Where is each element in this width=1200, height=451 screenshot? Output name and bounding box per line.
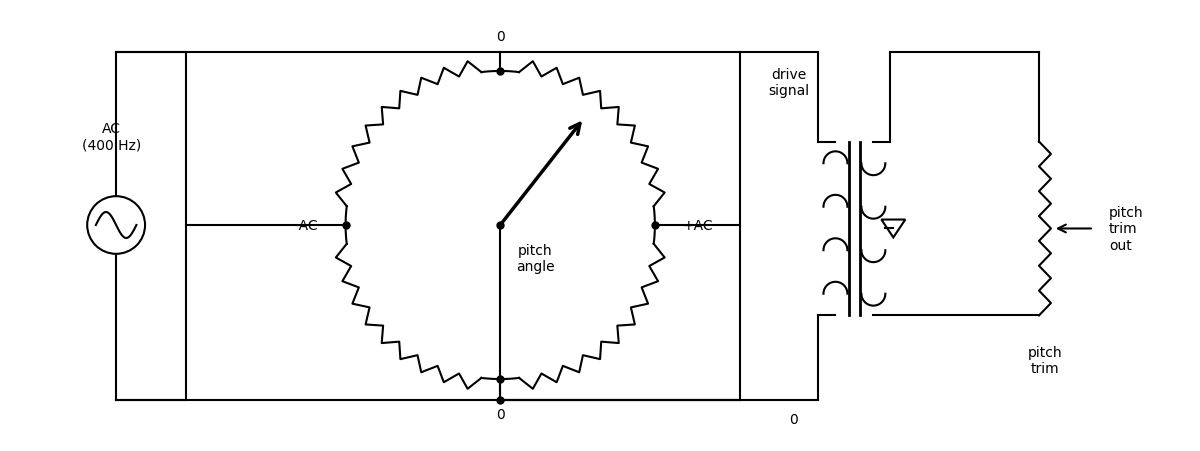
Text: pitch
trim
out: pitch trim out <box>1109 206 1144 252</box>
Text: drive
signal: drive signal <box>768 68 810 98</box>
Text: 0: 0 <box>496 407 505 421</box>
Text: pitch
angle: pitch angle <box>516 244 554 273</box>
Text: 0: 0 <box>790 412 798 426</box>
Text: +AC: +AC <box>683 219 714 232</box>
Text: AC
(400 Hz): AC (400 Hz) <box>82 122 140 152</box>
Text: -AC: -AC <box>294 219 318 232</box>
Text: pitch
trim: pitch trim <box>1027 345 1062 376</box>
Text: 0: 0 <box>496 30 505 44</box>
